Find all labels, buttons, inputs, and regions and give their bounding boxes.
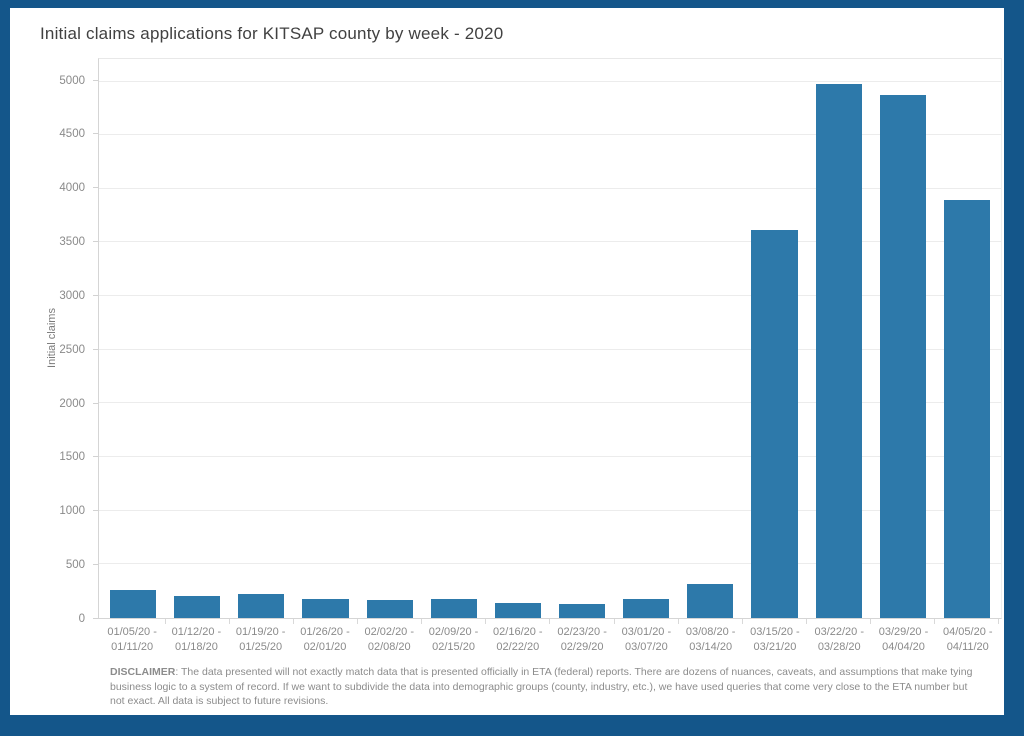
gridline (99, 509, 1001, 511)
y-tick-mark (93, 294, 98, 296)
y-tick-mark (93, 456, 98, 458)
y-tick-mark (93, 241, 98, 243)
bars-container (99, 59, 1001, 624)
bar-chart: Initial claims 0 500 1000 1500 2000 2500 3000 3… (10, 58, 1004, 718)
chart-title: Initial claims applications for KITSAP c… (40, 24, 504, 43)
x-axis-label: 01/19/20 -01/25/20 (235, 626, 286, 653)
gridline (99, 456, 1001, 458)
bar-slot (807, 59, 872, 624)
bar-slot (935, 59, 1000, 624)
bar[interactable] (687, 583, 734, 618)
disclaimer-body: : The data presented will not exactly ma… (110, 666, 973, 707)
bar-slot (422, 59, 487, 624)
x-axis-label: 03/15/20 -03/21/20 (750, 626, 800, 653)
y-tick-mark (93, 402, 98, 404)
gridline (99, 80, 1001, 82)
bar[interactable] (302, 599, 349, 618)
y-tick-label: 4000 (59, 182, 85, 195)
bar[interactable] (943, 199, 990, 618)
bar[interactable] (430, 598, 477, 618)
bar[interactable] (815, 83, 862, 618)
x-axis-label: 01/26/20 -02/01/20 (300, 626, 350, 653)
bar[interactable] (623, 598, 670, 618)
y-tick-label: 5000 (59, 74, 85, 87)
y-tick-label: 0 (78, 613, 85, 625)
x-axis-label: 03/29/20 -04/04/20 (878, 626, 929, 653)
disclaimer-label: DISCLAIMER (110, 666, 176, 678)
y-tick-label: 1500 (59, 451, 85, 464)
y-tick-mark (93, 133, 98, 135)
gridline (99, 563, 1001, 565)
x-axis-label: 02/23/20 -02/29/20 (557, 626, 607, 653)
bar[interactable] (558, 604, 606, 618)
gridline (99, 402, 1001, 404)
x-axis-label: 03/22/20 -03/28/20 (814, 626, 864, 653)
bar[interactable] (238, 594, 285, 618)
x-axis-label: 01/05/20 -01/11/20 (107, 626, 157, 653)
bar-slot (678, 59, 744, 624)
bar-slot (358, 59, 423, 624)
x-axis-label: 02/02/20 -02/08/20 (364, 626, 415, 653)
gridline (99, 187, 1001, 189)
gridline (99, 241, 1001, 243)
y-tick-mark (93, 187, 98, 189)
bar-slot (550, 59, 615, 624)
bar-slot (293, 59, 359, 624)
y-tick-label: 2000 (59, 397, 85, 410)
y-tick-mark (93, 510, 98, 512)
y-tick-label: 3000 (59, 289, 85, 302)
bar[interactable] (366, 600, 413, 618)
bar-slot (486, 59, 551, 624)
x-axis-label: 03/08/20 -03/14/20 (685, 626, 736, 653)
x-axis-labels: 01/05/20 -01/11/20 01/12/20 -01/18/20 01/1… (98, 620, 1002, 655)
x-axis-label: 04/05/20 -04/11/20 (943, 626, 993, 653)
bar[interactable] (109, 590, 157, 618)
x-axis-label: 01/12/20 -01/18/20 (171, 626, 222, 653)
y-tick-label: 500 (65, 559, 85, 572)
disclaimer-text: DISCLAIMER: The data presented will not … (110, 665, 980, 709)
y-tick-mark (93, 618, 98, 619)
x-axis-label: 02/16/20 -02/22/20 (493, 626, 543, 653)
x-axis-label: 03/01/20 -03/07/20 (621, 626, 672, 653)
y-tick-label: 1000 (59, 505, 85, 518)
bar-slot (742, 59, 808, 624)
y-tick-label: 3500 (59, 236, 85, 249)
dashboard-content: Initial claims applications for KITSAP c… (10, 8, 1004, 715)
plot-area (98, 58, 1002, 624)
bar[interactable] (494, 602, 541, 618)
bar-slot (165, 59, 230, 624)
y-tick-label: 2500 (59, 343, 85, 356)
y-tick-mark (93, 564, 98, 566)
bar[interactable] (751, 229, 798, 618)
y-tick-label: 4500 (59, 128, 85, 141)
bar-slot (229, 59, 295, 624)
gridline (99, 348, 1001, 350)
x-axis-label: 02/09/20 -02/15/20 (428, 626, 479, 653)
bar-slot (871, 59, 936, 624)
y-axis-ticks: 0 500 1000 1500 2000 2500 3000 3500 4000 4500 5000 (10, 58, 98, 625)
bar-slot (614, 59, 679, 624)
gridline (99, 295, 1001, 297)
bar[interactable] (174, 596, 221, 618)
bar[interactable] (879, 95, 926, 618)
bar-slot (101, 59, 166, 624)
gridline (99, 134, 1001, 136)
y-tick-mark (93, 79, 98, 81)
y-tick-mark (93, 348, 98, 350)
